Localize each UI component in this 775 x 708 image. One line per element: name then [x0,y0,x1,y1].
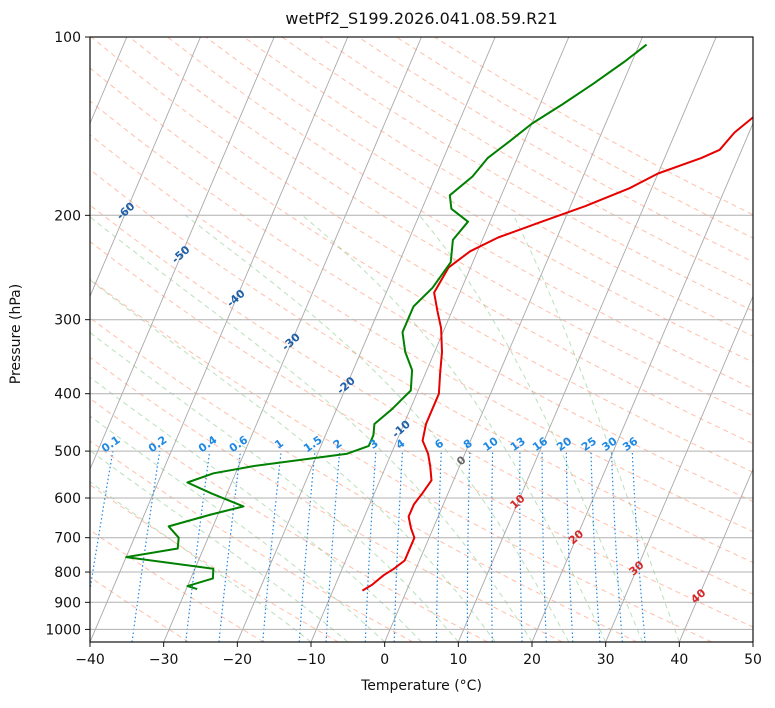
dry-adiabat [90,529,264,642]
isotherm-line [90,37,349,642]
isotherm-line [163,37,422,642]
mixing-ratio-line [631,451,646,642]
temperature-profile [361,116,753,592]
moist-adiabat [184,214,570,642]
isotherm-line [90,37,201,298]
isotherm-line [90,37,128,125]
dry-adiabat [90,484,339,642]
x-tick-label: −40 [75,652,105,668]
mixing-ratio-line [298,451,316,642]
y-tick-label: 100 [54,30,81,46]
isotherm-label: 30 [627,558,647,578]
mixing-ratio-line [565,451,574,642]
y-tick-label: 700 [54,531,81,547]
isotherm-line [531,122,753,642]
y-tick-label: 500 [54,444,81,460]
y-tick-label: 800 [54,565,81,581]
mixing-ratio-line [218,451,242,642]
isotherm-label: -10 [389,418,413,441]
dry-adiabat [129,37,753,417]
x-tick-label: 50 [744,652,762,668]
y-tick-label: 1000 [45,622,81,638]
dry-adiabat [90,317,638,642]
mixing-ratio-label: 0.1 [99,433,122,455]
isotherm-line [752,640,753,642]
mixing-ratio-label: 3 [367,437,381,452]
dry-adiabat [90,134,753,533]
x-axis-label: Temperature (°C) [361,678,482,694]
x-tick-label: 10 [449,652,467,668]
dry-adiabat [167,37,753,390]
mixing-ratio-line [90,450,114,594]
isotherm-label: -50 [169,243,193,266]
y-tick-label: 300 [54,313,81,329]
dry-adiabat [90,356,563,642]
dewpoint-profile [125,43,648,591]
moist-adiabat [90,279,496,642]
moist-adiabat [419,214,643,642]
dry-adiabat [90,204,753,595]
plot-frame [89,36,754,643]
dry-adiabat [90,168,753,564]
dry-adiabat [90,397,488,642]
moist-adiabat [90,415,386,642]
isotherm-line [310,37,570,642]
moist-adiabat [90,449,349,642]
isotherm-line [384,37,643,642]
x-tick-label: −20 [223,652,253,668]
dry-adiabat [205,37,753,363]
mixing-ratio-line [435,451,442,642]
dry-adiabat [243,37,753,337]
x-tick-label: 30 [597,652,615,668]
dry-adiabat [90,241,753,628]
y-tick-label: 400 [54,387,81,403]
isotherm-line [605,295,753,642]
moist-adiabat [90,481,312,642]
mixing-ratio-line [490,451,494,642]
y-tick-label: 900 [54,595,81,611]
isotherm-label: 40 [688,586,708,606]
moist-adiabat [90,216,533,642]
x-tick-label: 20 [523,652,541,668]
x-tick-label: 0 [380,652,389,668]
isotherm-line [0,37,53,642]
y-tick-label: 200 [54,208,81,224]
x-tick-label: −10 [296,652,326,668]
x-tick-label: 40 [670,652,688,668]
mixing-ratio-line [131,451,161,642]
chart-title: wetPf2_S199.2026.041.08.59.R21 [285,9,558,28]
isotherm-line [236,37,496,642]
mixing-ratio-line [262,451,282,642]
isotherm-label: -60 [114,199,138,222]
isotherm-label: 20 [566,527,586,547]
dry-adiabat [90,278,712,642]
isotherm-line [457,37,717,642]
isotherm-label: -30 [279,330,303,353]
isotherm-line [678,467,753,642]
dry-adiabat [90,67,753,473]
dry-adiabat [90,37,753,445]
isotherm-label: 0 [454,453,469,468]
mixing-ratio-line [185,451,211,642]
mixing-ratio-label: 1 [272,437,286,452]
dry-adiabat [281,37,753,312]
isotherm-line [90,37,275,471]
x-tick-label: −30 [149,652,179,668]
moist-adiabat [90,331,459,642]
y-tick-label: 600 [54,491,81,507]
mixing-ratio-line [364,451,377,642]
moist-adiabat [301,214,607,642]
dry-adiabat [434,37,753,216]
mixing-ratio-label: 0.4 [196,433,220,455]
mixing-ratio-line [519,451,523,642]
dry-adiabat [90,440,414,642]
isotherm-label: -40 [224,287,248,310]
moist-adiabat [512,215,680,642]
